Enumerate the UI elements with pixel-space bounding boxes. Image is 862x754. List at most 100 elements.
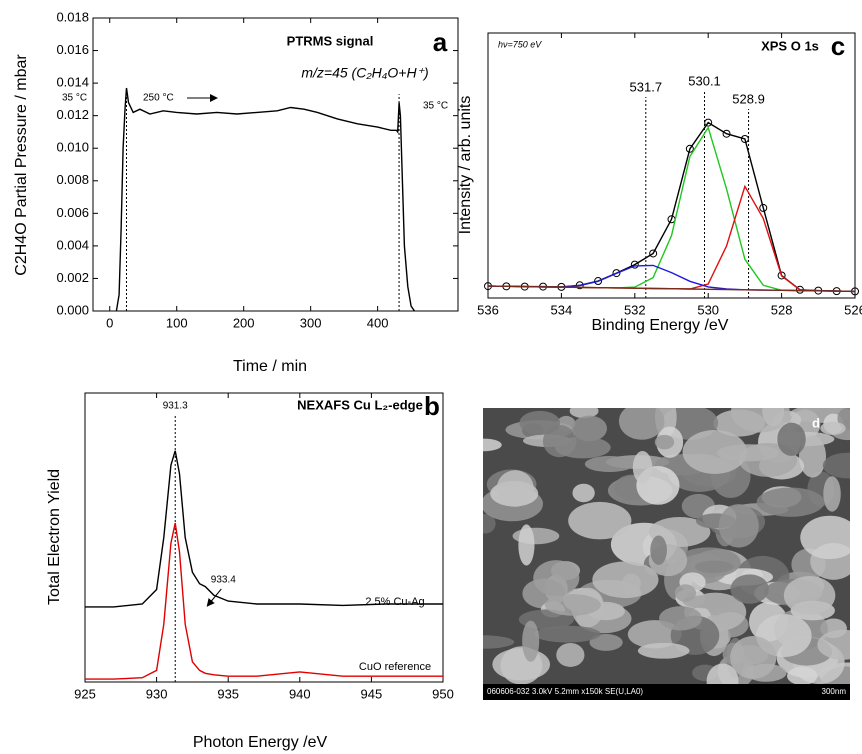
image-grain bbox=[589, 633, 623, 651]
y-tick-label: 0.002 bbox=[56, 270, 89, 285]
image-grain bbox=[569, 408, 599, 419]
x-tick-label: 536 bbox=[477, 302, 499, 317]
series-line bbox=[115, 87, 416, 312]
x-tick-label: 534 bbox=[551, 302, 573, 317]
image-grain bbox=[650, 535, 667, 565]
image-grain bbox=[496, 470, 534, 507]
chart-title: XPS O 1s bbox=[761, 38, 819, 53]
image-grain bbox=[555, 436, 611, 459]
x-tick-label: 526 bbox=[844, 302, 862, 317]
x-tick-label: 935 bbox=[217, 686, 239, 701]
y-tick-label: 0.000 bbox=[56, 302, 89, 317]
image-grain bbox=[654, 434, 675, 450]
image-caption: 060606-032 3.0kV 5.2mm x150k SE(U,LA0) bbox=[487, 687, 643, 696]
series-label: CuO reference bbox=[359, 661, 431, 673]
data-point bbox=[722, 129, 731, 138]
image-grain bbox=[659, 606, 702, 631]
x-tick-label: 950 bbox=[432, 686, 454, 701]
peak-label: 933.4 bbox=[211, 575, 236, 586]
image-grain bbox=[522, 620, 540, 662]
x-tick-label: 528 bbox=[771, 302, 793, 317]
x-axis-label: Time / min bbox=[233, 358, 307, 375]
image-grain bbox=[777, 422, 806, 456]
sem-image bbox=[483, 408, 850, 700]
image-grain bbox=[568, 501, 632, 540]
series-line bbox=[487, 285, 856, 293]
subtitle: hν=750 eV bbox=[498, 39, 542, 49]
y-tick-label: 0.012 bbox=[56, 107, 89, 122]
y-tick-label: 0.008 bbox=[56, 172, 89, 187]
y-tick-label: 0.016 bbox=[56, 42, 89, 57]
image-grain bbox=[783, 575, 836, 615]
x-axis-label: Photon Energy /eV bbox=[193, 734, 328, 751]
image-grain bbox=[820, 421, 846, 435]
image-grain bbox=[483, 514, 496, 534]
x-tick-label: 532 bbox=[624, 302, 646, 317]
image-grain bbox=[584, 456, 635, 473]
x-tick-label: 530 bbox=[697, 302, 719, 317]
chart-title: NEXAFS Cu L₂-edge bbox=[297, 397, 423, 412]
image-grain bbox=[674, 584, 697, 602]
y-tick-label: 0.018 bbox=[56, 9, 89, 24]
image-grain bbox=[572, 483, 595, 503]
plot-frame bbox=[92, 17, 459, 312]
image-grain bbox=[534, 625, 601, 643]
x-tick-label: 930 bbox=[146, 686, 168, 701]
y-axis-label: C2H4O Partial Pressure / mbar bbox=[13, 54, 30, 276]
image-grain bbox=[519, 410, 561, 435]
series-label: 2.5% Cu-Ag bbox=[365, 596, 424, 608]
image-grain bbox=[756, 487, 825, 517]
image-grain bbox=[483, 438, 502, 452]
series-line bbox=[85, 522, 443, 680]
x-tick-label: 0 bbox=[106, 315, 113, 330]
image-grain bbox=[637, 642, 690, 659]
image-grain bbox=[786, 666, 818, 686]
image-grain bbox=[823, 476, 841, 512]
image-grain bbox=[632, 451, 653, 484]
plot-frame bbox=[84, 392, 444, 683]
data-point bbox=[704, 118, 713, 127]
series-line bbox=[487, 121, 856, 293]
image-grain bbox=[694, 560, 734, 574]
y-tick-label: 0.010 bbox=[56, 140, 89, 155]
image-grain bbox=[762, 408, 785, 427]
series-line bbox=[85, 450, 443, 608]
image-label: d bbox=[812, 415, 820, 430]
data-point bbox=[612, 269, 621, 278]
image-grain bbox=[483, 635, 515, 649]
image-grain bbox=[730, 636, 777, 679]
image-grain bbox=[618, 408, 665, 440]
image-grain bbox=[822, 452, 850, 479]
data-point bbox=[649, 249, 658, 258]
y-tick-label: 0.014 bbox=[56, 75, 89, 90]
data-point bbox=[685, 144, 694, 153]
series-line bbox=[487, 184, 856, 293]
x-tick-label: 200 bbox=[233, 315, 255, 330]
data-point bbox=[759, 203, 768, 212]
data-point bbox=[594, 277, 603, 286]
y-tick-label: 0.004 bbox=[56, 237, 89, 252]
image-grain bbox=[718, 504, 759, 548]
data-point bbox=[777, 271, 786, 280]
annotation: 250 °C bbox=[143, 93, 174, 104]
plot-frame bbox=[487, 32, 856, 299]
subtitle: m/z=45 (C₂H₄O+H⁺) bbox=[301, 65, 428, 81]
peak-label: 531.7 bbox=[630, 79, 663, 94]
image-grain bbox=[571, 415, 608, 442]
peak-label: 530.1 bbox=[688, 73, 721, 88]
image-grain bbox=[533, 560, 580, 597]
image-grain bbox=[817, 629, 850, 660]
y-axis-label: Total Electron Yield bbox=[46, 469, 63, 605]
x-tick-label: 400 bbox=[367, 315, 389, 330]
peak-label: 528.9 bbox=[732, 91, 765, 106]
image-grain bbox=[682, 429, 747, 474]
image-grain bbox=[682, 595, 735, 609]
peak-label: 931.3 bbox=[163, 401, 188, 412]
image-scale: 300nm bbox=[822, 687, 847, 696]
image-grain bbox=[544, 594, 601, 616]
series-line bbox=[487, 125, 856, 293]
chart-title: PTRMS signal bbox=[287, 33, 374, 48]
x-tick-label: 945 bbox=[361, 686, 383, 701]
